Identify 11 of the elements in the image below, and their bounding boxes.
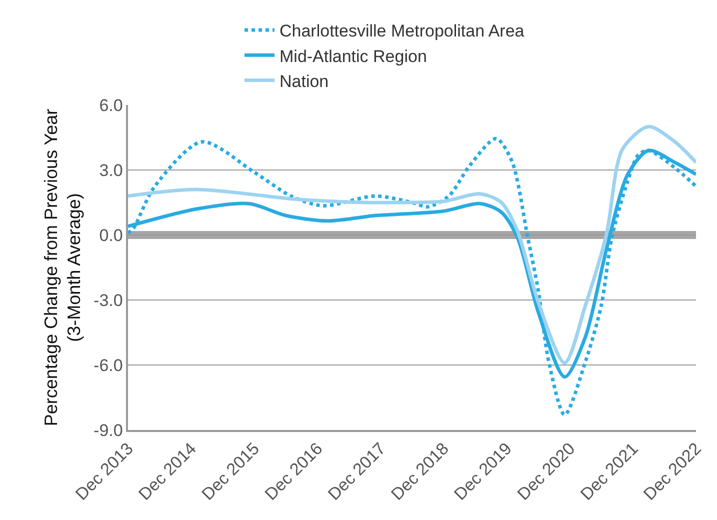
y-tick-label: -6.0 <box>94 356 123 375</box>
y-tick-label: -3.0 <box>94 290 123 310</box>
y-tick-label: 0.0 <box>99 226 123 245</box>
legend-label: Mid-Atlantic Region <box>280 46 427 66</box>
y-tick-label: 3.0 <box>99 160 123 180</box>
legend-label: Nation <box>280 72 329 91</box>
y-tick-label: -9.0 <box>94 420 123 440</box>
line-series <box>128 136 696 417</box>
legend-label: Charlottesville Metropolitan Area <box>280 22 525 41</box>
y-axis-title: Percentage Change from Previous Year (3-Month Average) <box>40 108 84 426</box>
y-tick-label: 6.0 <box>99 96 123 115</box>
